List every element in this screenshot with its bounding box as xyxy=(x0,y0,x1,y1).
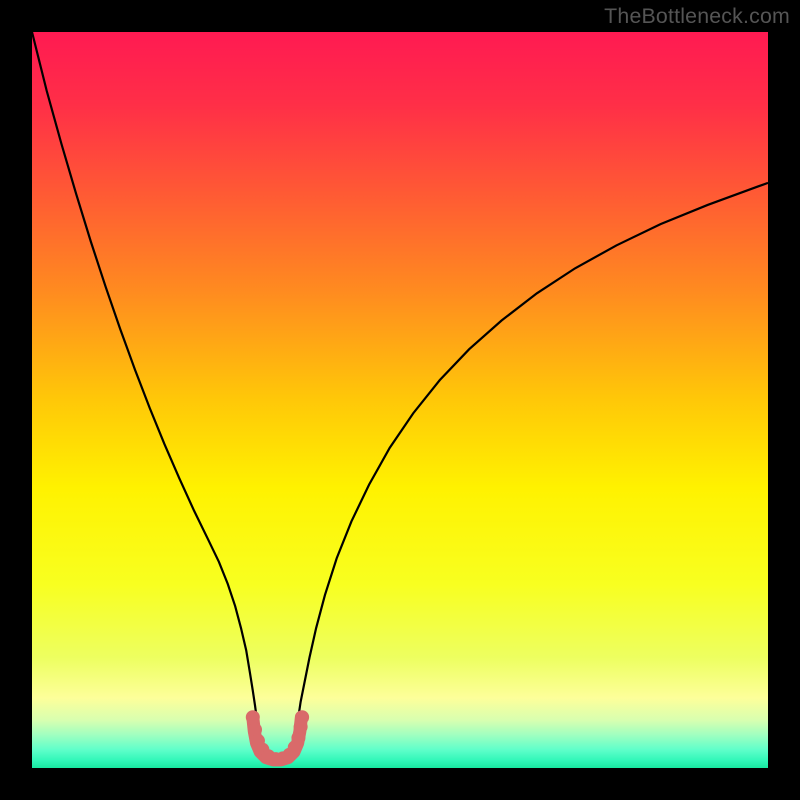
marker-dot xyxy=(295,710,309,724)
plot-background-gradient xyxy=(32,32,768,768)
watermark-text: TheBottleneck.com xyxy=(604,4,790,29)
chart-stage: TheBottleneck.com xyxy=(0,0,800,800)
bottleneck-chart xyxy=(0,0,800,800)
marker-dot xyxy=(246,710,260,724)
